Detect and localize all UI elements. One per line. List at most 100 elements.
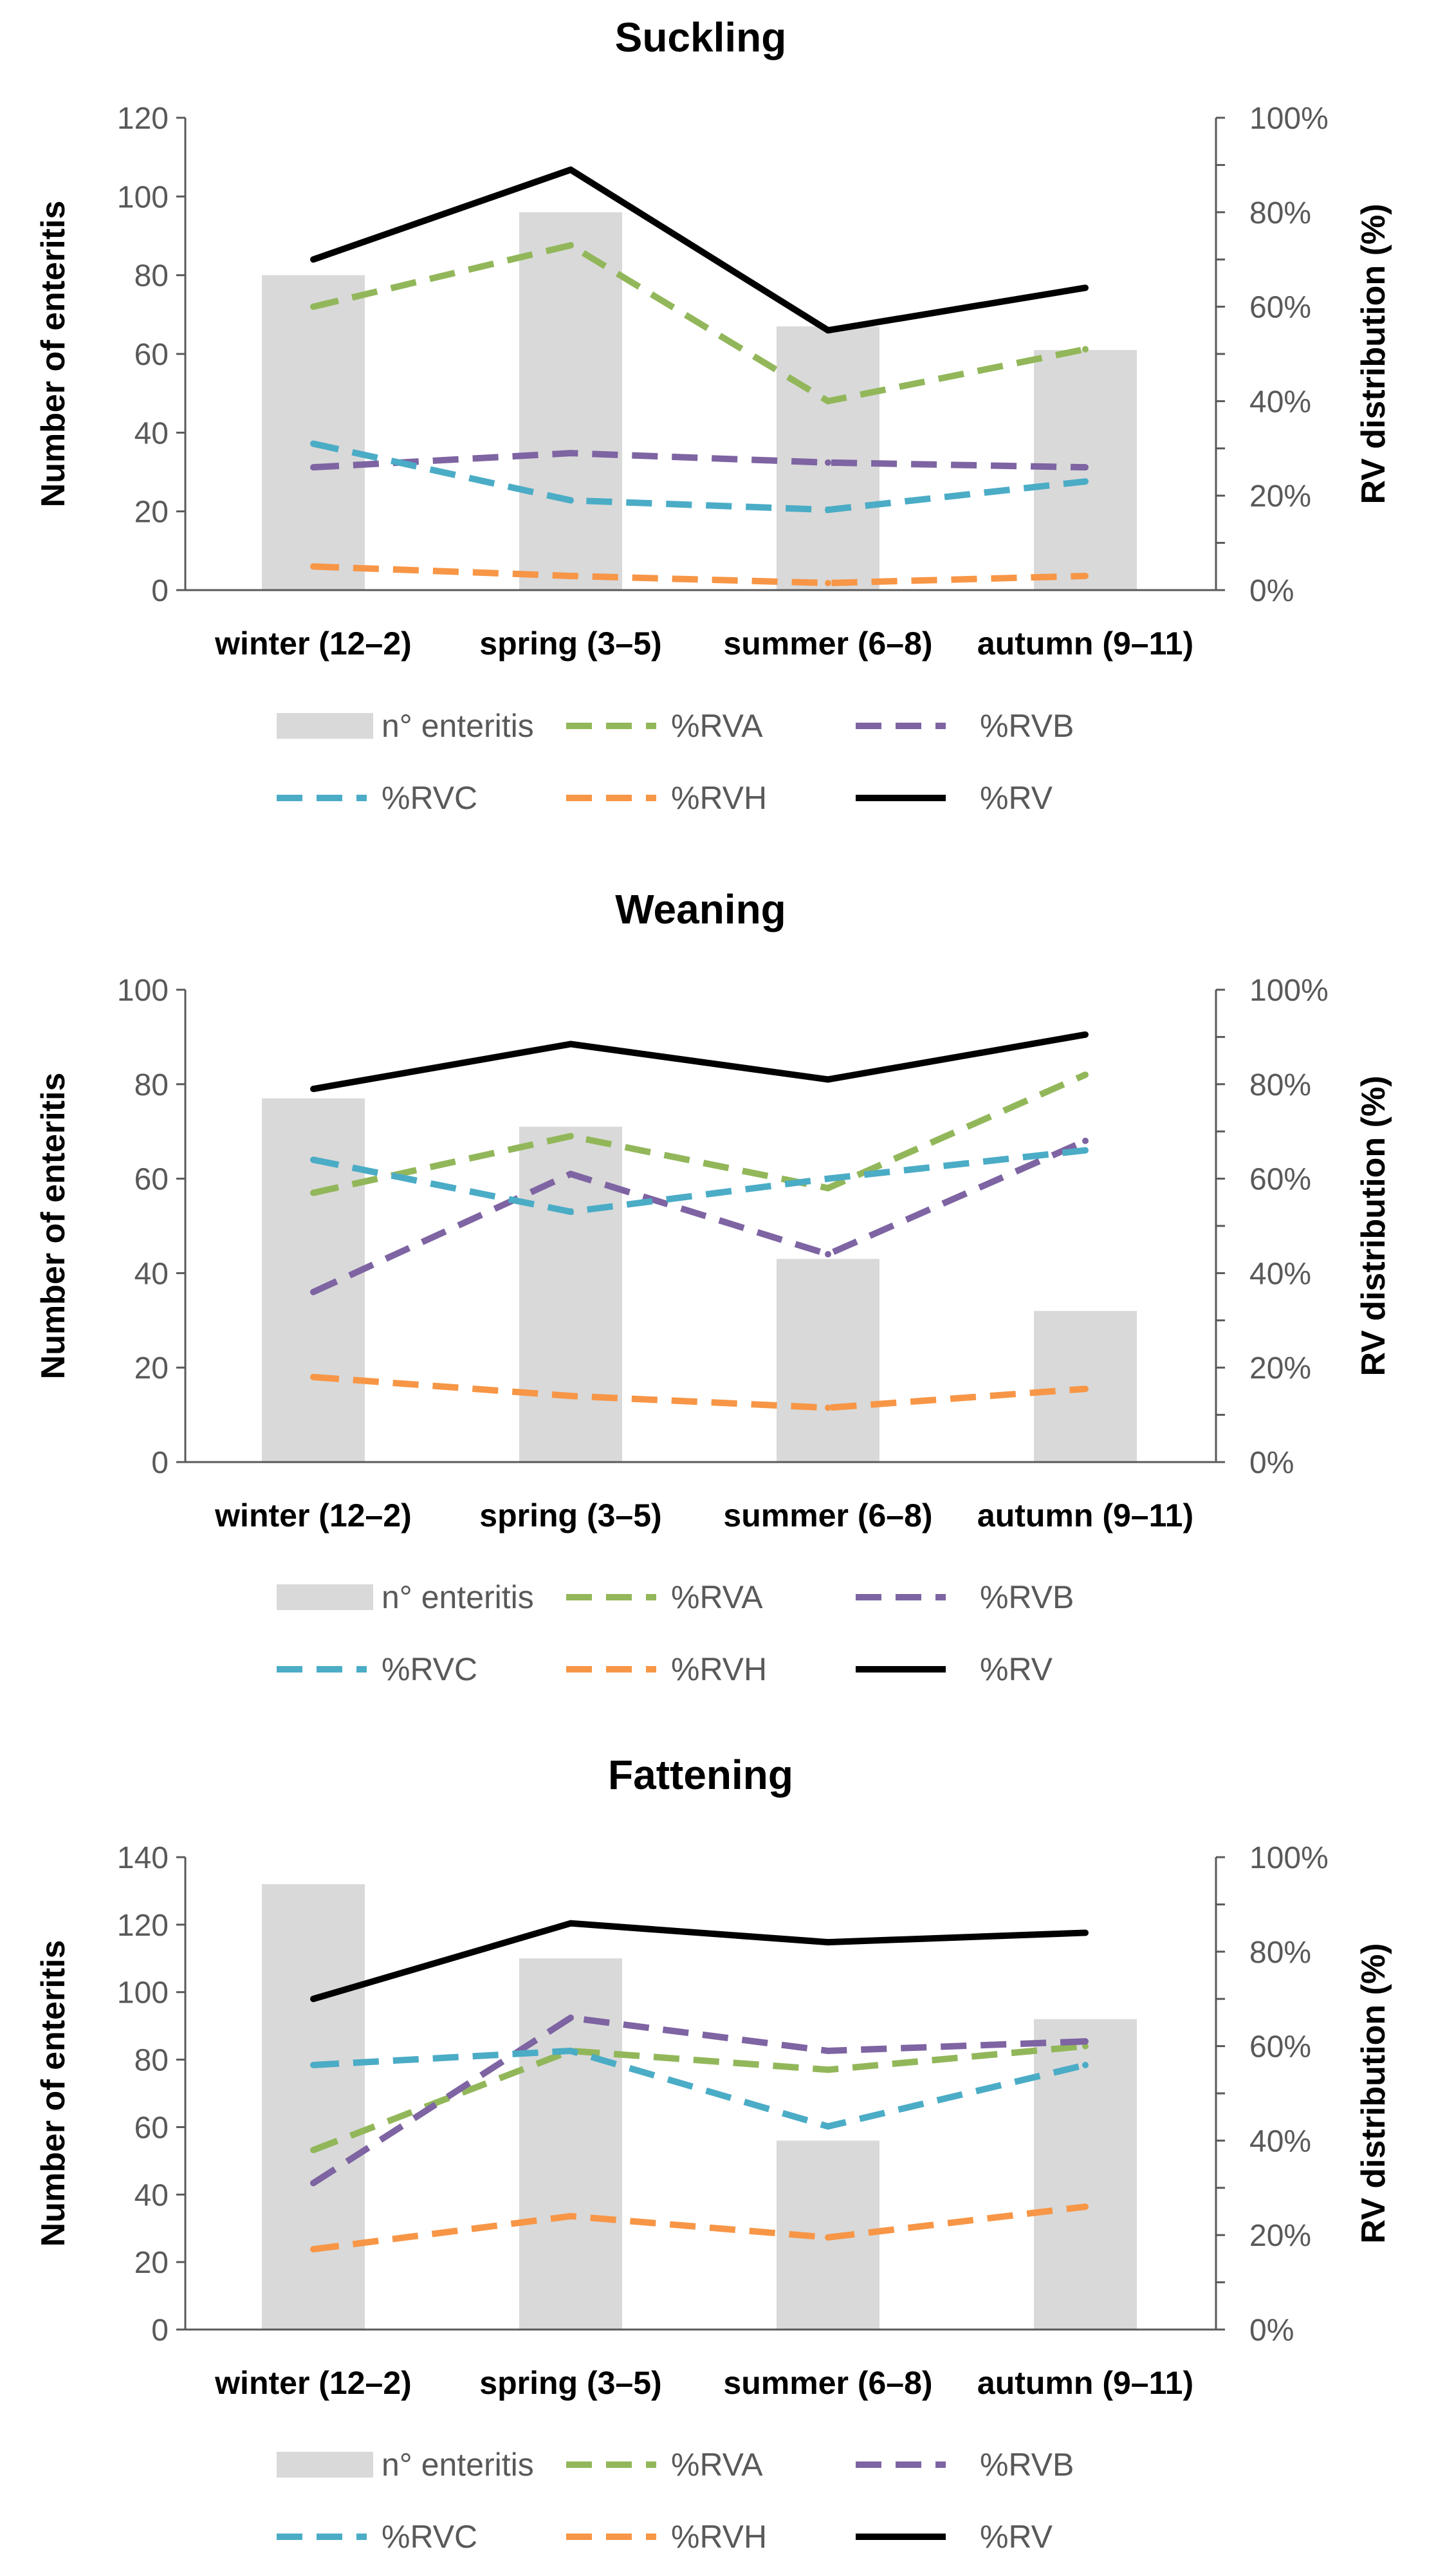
left-tick-label: 100 [117, 180, 169, 214]
point-rva-2 [825, 398, 831, 405]
bar-winter-12-2 [262, 1098, 365, 1462]
point-rvh-2 [825, 2234, 831, 2241]
right-tick-label: 100% [1249, 974, 1329, 1008]
point-rva-1 [567, 242, 574, 249]
legend-label: %RVH [671, 2519, 767, 2555]
left-tick-label: 0 [151, 574, 169, 608]
right-tick-label: 0% [1249, 2313, 1294, 2348]
chart-fattening: Fattening 0 20 40 60 80 100 120 140 0% 20% 40% 60% 80… [35, 1752, 1392, 2555]
point-rvb-1 [567, 2014, 574, 2021]
point-rvc-1 [567, 1208, 574, 1215]
legend-label: %RVB [980, 2447, 1074, 2483]
point-rvb-2 [825, 459, 831, 466]
left-tick-label: 20 [134, 1351, 169, 1385]
series-line-rva [312, 242, 1086, 405]
point-rva-0 [310, 303, 317, 310]
left-tick-label: 60 [134, 2111, 169, 2145]
point-rv-3 [1082, 284, 1089, 292]
series-line-rva [312, 1071, 1087, 1196]
point-rvb-0 [310, 464, 317, 471]
right-tick-label: 40% [1249, 2124, 1311, 2158]
series-line-rvb [313, 450, 1086, 471]
right-tick-label: 60% [1249, 291, 1311, 325]
point-rv-1 [567, 166, 574, 173]
point-rvc-2 [825, 2123, 831, 2130]
point-rv-2 [825, 327, 831, 334]
bar-winter-12-2 [262, 275, 365, 590]
category-label: winter (12–2) [214, 625, 412, 662]
bar-spring-3-5 [519, 1958, 622, 2330]
right-tick-label: 20% [1249, 479, 1311, 514]
point-rva-0 [310, 2147, 317, 2154]
right-tick-label: 20% [1249, 1351, 1311, 1385]
point-rvb-0 [310, 2180, 317, 2187]
left-tick-label: 0 [151, 1446, 169, 1480]
point-rva-2 [825, 1185, 831, 1192]
point-rvc-0 [310, 440, 317, 447]
left-tick-label: 140 [117, 1841, 169, 1875]
series-line-rv [312, 166, 1086, 334]
category-label: spring (3–5) [479, 1497, 661, 1534]
point-rvc-3 [1082, 1147, 1089, 1154]
point-rv-3 [1082, 1929, 1089, 1936]
bar-summer-6-8 [777, 1259, 879, 1462]
right-tick-label: 100% [1249, 1841, 1329, 1875]
point-rva-3 [1082, 1071, 1089, 1079]
point-rva-1 [567, 1133, 574, 1140]
series-line-rv [313, 1031, 1086, 1093]
legend-label: %RVA [671, 2447, 763, 2483]
right-tick-label: 80% [1249, 1068, 1311, 1102]
legend-label: n° enteritis [382, 2447, 534, 2483]
right-tick-label: 60% [1249, 2030, 1311, 2064]
chart-title: Suckling [615, 14, 787, 60]
chart-title: Fattening [608, 1752, 793, 1798]
category-label: winter (12–2) [214, 2365, 412, 2401]
y2-axis-title: RV distribution (%) [1355, 1943, 1392, 2243]
point-rvb-1 [567, 1171, 574, 1178]
legend-swatch-bar [277, 1584, 373, 1610]
category-label: summer (6–8) [723, 625, 932, 662]
category-label: autumn (9–11) [977, 2365, 1193, 2401]
left-tick-label: 40 [134, 2178, 169, 2212]
left-tick-label: 80 [134, 1068, 169, 1102]
point-rvb-2 [825, 2047, 831, 2054]
legend-label: %RVH [671, 780, 767, 816]
legend-label: %RVC [382, 2519, 477, 2555]
point-rvb-3 [1082, 1137, 1089, 1144]
legend-swatch-bar [277, 2452, 373, 2478]
left-tick-label: 100 [117, 1976, 169, 2010]
point-rvh-0 [310, 2246, 317, 2253]
left-tick-label: 60 [134, 338, 169, 372]
series-line-rvh [313, 1373, 1086, 1411]
series-line-rvh [313, 563, 1086, 586]
right-tick-label: 0% [1249, 1446, 1294, 1480]
point-rv-0 [310, 1086, 317, 1093]
y2-axis-title: RV distribution (%) [1355, 1075, 1392, 1376]
y-axis-title: Number of enteritis [35, 1073, 72, 1380]
y-axis-title: Number of enteritis [35, 1940, 72, 2247]
series-line-rvh [313, 2203, 1086, 2253]
left-tick-label: 20 [134, 496, 169, 530]
bar-spring-3-5 [519, 212, 622, 590]
category-label: summer (6–8) [723, 1497, 932, 1534]
left-tick-label: 120 [117, 102, 169, 136]
bar-winter-12-2 [262, 1884, 365, 2330]
point-rvc-0 [310, 2061, 317, 2068]
chart-title: Weaning [615, 886, 786, 932]
right-tick-label: 40% [1249, 385, 1311, 419]
series-line-rvc [313, 1147, 1086, 1215]
legend-label: %RV [980, 780, 1053, 816]
chart-suckling: Suckling 0 20 40 60 80 100 120 0% 20% 40% 60% 80% 100… [35, 14, 1392, 816]
point-rvc-1 [567, 2047, 574, 2054]
point-rvh-0 [310, 563, 317, 570]
point-rvc-1 [567, 497, 574, 504]
point-rvh-1 [567, 572, 574, 579]
right-tick-label: 80% [1249, 196, 1311, 230]
category-label: summer (6–8) [723, 2365, 932, 2401]
legend: n° enteritis %RVA %RVB %RVC %RVH %RV [277, 2447, 1074, 2555]
legend-label: %RVB [980, 708, 1074, 744]
right-tick-label: 0% [1249, 574, 1294, 608]
category-label: autumn (9–11) [977, 625, 1193, 662]
